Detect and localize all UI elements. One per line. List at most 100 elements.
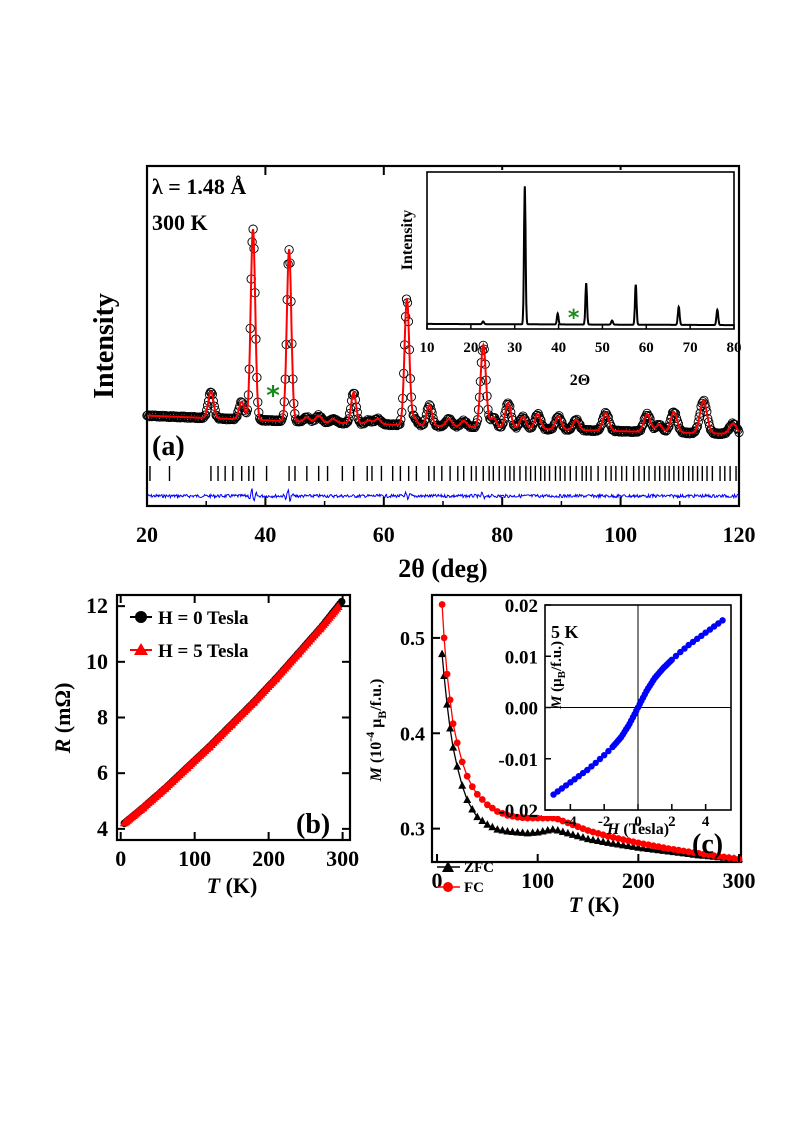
fc-point xyxy=(463,772,471,780)
fc-point xyxy=(670,846,677,853)
inset-c-plot-layer xyxy=(545,605,731,810)
observed-point xyxy=(536,415,546,426)
observed-point xyxy=(240,407,251,417)
observed-point xyxy=(663,422,673,433)
fc-point xyxy=(604,832,612,840)
mh-point xyxy=(588,763,595,770)
panel-a-inset: 10 20 30 40 50 60 70 80 2Θ Intensity * xyxy=(399,170,742,389)
fc-point xyxy=(710,852,718,859)
inset-c-y-label: M (μB/f.u.) xyxy=(549,641,568,710)
temperature-label: 300 K xyxy=(152,210,208,235)
zfc-point xyxy=(463,795,472,804)
zfc-point xyxy=(558,827,567,835)
inset-a-frame xyxy=(426,171,735,330)
zfc-point xyxy=(589,835,598,844)
zfc-point xyxy=(513,827,522,836)
panel-c-y-label: M (10-4 μB/f.u.) xyxy=(363,679,389,783)
inset-a-plot-layer xyxy=(427,186,734,327)
inset-x-tick-label: 40 xyxy=(551,340,566,356)
zfc-point xyxy=(634,843,643,851)
zfc-point xyxy=(453,762,462,770)
inset-c-x-tick-label: -2 xyxy=(598,814,611,830)
panel-a-x-label: 2θ (deg) xyxy=(398,554,487,583)
fc-point xyxy=(730,855,738,862)
calculated-curve xyxy=(147,228,740,435)
fc-point xyxy=(715,852,723,860)
panel-c-y-ticks: 0.3 0.4 0.5 xyxy=(400,628,440,841)
inset-pattern-curve xyxy=(427,186,734,327)
fc-point xyxy=(574,823,582,831)
zfc-point xyxy=(488,822,497,831)
x-tick-label: 40 xyxy=(254,522,276,547)
fc-point xyxy=(539,814,547,822)
observed-point xyxy=(673,419,684,429)
panel-b-plot-layer xyxy=(119,597,346,828)
inset-c-x-tick-label: 0 xyxy=(634,814,642,830)
fc-point xyxy=(489,804,496,812)
inset-c-y-tick-label: 0.02 xyxy=(505,596,538,617)
b-x-tick-label: 100 xyxy=(178,846,211,871)
panel-b-x-ticks: 0 100 200 300 xyxy=(115,595,359,871)
mh-point xyxy=(601,752,608,759)
fc-point xyxy=(680,847,687,855)
mh-point xyxy=(672,652,680,660)
observed-point xyxy=(504,400,514,410)
mh-point xyxy=(605,747,612,755)
zfc-point xyxy=(438,649,447,658)
fc-point xyxy=(468,783,476,791)
b-y-tick-label: 4 xyxy=(97,816,108,841)
inset-x-tick-label: 10 xyxy=(420,340,435,356)
b-y-tick-label: 6 xyxy=(97,760,108,785)
fc-point xyxy=(720,853,728,861)
fc-point xyxy=(514,813,521,821)
observed-point xyxy=(642,408,652,419)
c-x-tick-label: 200 xyxy=(622,868,655,893)
b-x-tick-label: 200 xyxy=(252,846,285,871)
fc-point xyxy=(690,849,698,856)
b-x-tick-label: 0 xyxy=(115,846,126,871)
r-h5-point xyxy=(333,602,343,611)
observed-point xyxy=(424,400,434,410)
panel-c-legend: ZFC FC xyxy=(437,860,494,896)
zfc-point xyxy=(503,826,512,835)
legend-marker-h0 xyxy=(135,611,147,623)
zfc-point xyxy=(624,841,633,850)
inset-x-tick-label: 70 xyxy=(683,340,698,356)
observed-point xyxy=(237,397,247,407)
inset-a-y-label: Intensity xyxy=(399,210,416,270)
observed-point xyxy=(503,398,513,408)
legend-zfc: ZFC xyxy=(464,860,494,876)
panel-c-frame xyxy=(430,593,743,864)
inset-c-y-tick-label: 0.01 xyxy=(505,647,538,668)
zfc-point xyxy=(446,724,455,732)
fc-point xyxy=(494,808,501,815)
fc-point xyxy=(443,670,451,678)
inset-c-y-ticks: 0.02 0.01 0.00 -0.01 -0.02 xyxy=(498,596,551,822)
mh-point xyxy=(592,759,599,767)
fc-point xyxy=(700,850,708,858)
fc-point xyxy=(619,836,627,843)
inset-x-tick-label: 20 xyxy=(463,340,478,356)
zfc-point xyxy=(604,838,613,846)
x-tick-label: 80 xyxy=(491,522,513,547)
inset-c-y-tick-label: -0.02 xyxy=(498,801,538,822)
observed-point xyxy=(232,411,242,422)
panel-b-y-label: R (mΩ) xyxy=(50,683,75,755)
panel-b-x-label-unit: (K) xyxy=(220,873,257,898)
zfc-point xyxy=(553,826,562,834)
panel-c-inset: -4 -2 0 2 4 0.02 0.01 0.00 -0.01 -0.02 H (Tesla)… xyxy=(498,596,736,838)
zfc-point xyxy=(493,825,502,833)
zfc-point xyxy=(609,839,618,847)
inset-impurity-asterisk: * xyxy=(568,306,580,331)
fc-point xyxy=(519,814,526,822)
observed-point xyxy=(557,417,567,427)
inset-c-x-tick-label: 4 xyxy=(702,814,710,830)
inset-a-x-ticks: 10 20 30 40 50 60 70 80 xyxy=(420,324,742,356)
fc-point xyxy=(478,796,486,803)
inset-x-tick-label: 30 xyxy=(507,340,522,356)
zfc-point xyxy=(498,826,507,834)
fc-point xyxy=(665,845,672,852)
inset-a-x-label: 2Θ xyxy=(570,372,590,389)
mh-point xyxy=(596,755,604,763)
mh-point xyxy=(719,617,726,624)
